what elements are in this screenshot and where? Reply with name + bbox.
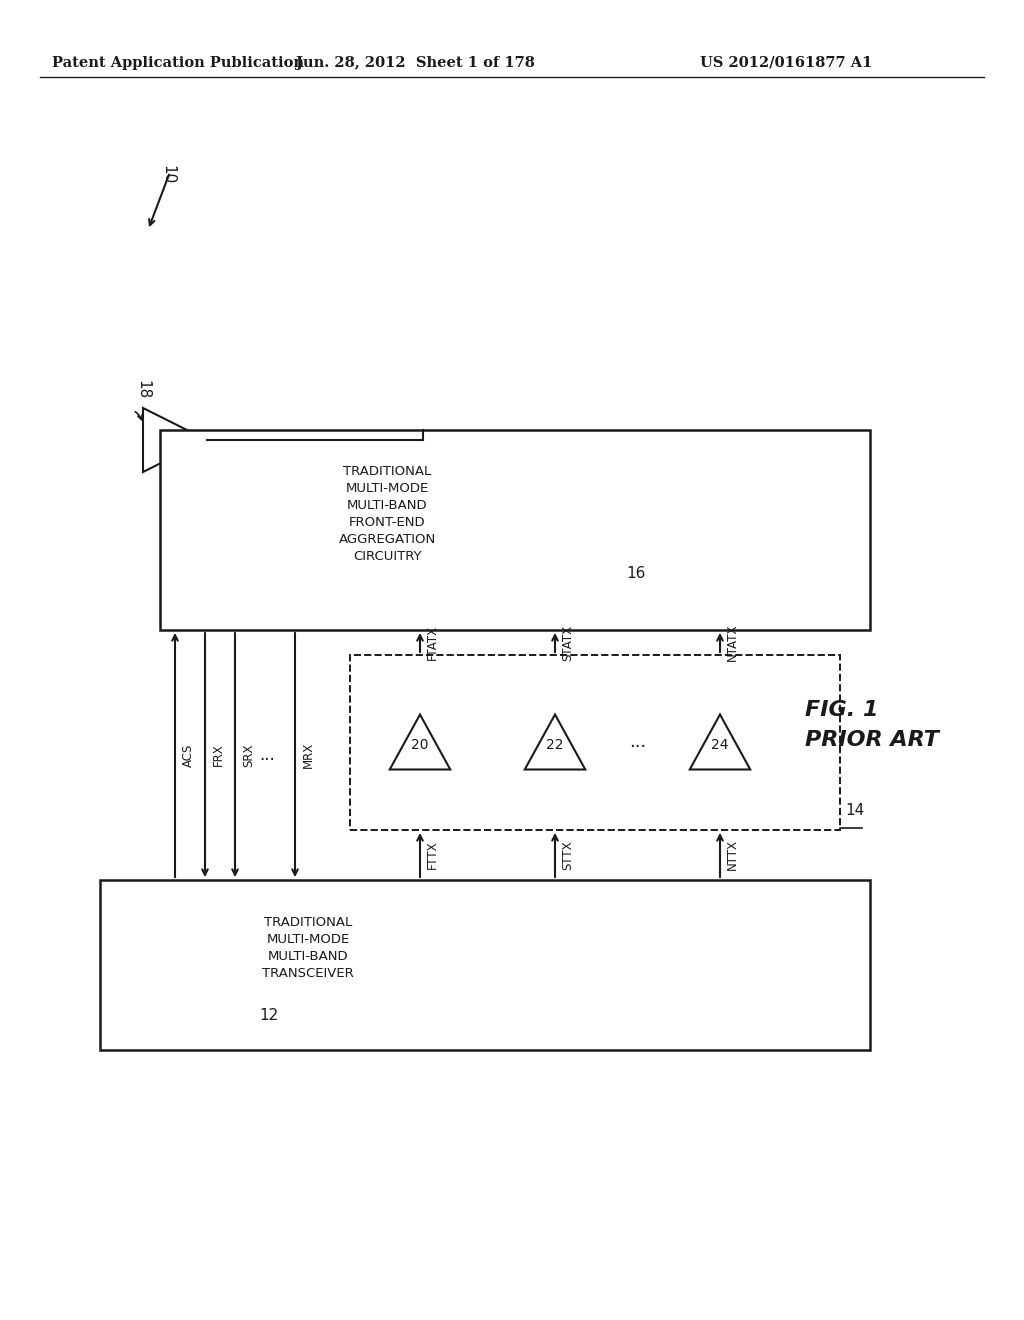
Text: 20: 20 <box>412 738 429 752</box>
Text: FTATX: FTATX <box>426 624 439 660</box>
Text: TRADITIONAL
MULTI-MODE
MULTI-BAND
TRANSCEIVER: TRADITIONAL MULTI-MODE MULTI-BAND TRANSC… <box>262 916 353 979</box>
Bar <box>100 880 870 1049</box>
Polygon shape <box>524 714 586 770</box>
Text: 22: 22 <box>546 738 564 752</box>
Bar <box>350 655 840 830</box>
Text: MRX: MRX <box>302 742 315 768</box>
Text: 16: 16 <box>626 566 645 582</box>
Text: 12: 12 <box>260 1008 279 1023</box>
Text: ...: ... <box>629 733 646 751</box>
Text: ACS: ACS <box>182 743 195 767</box>
Text: PRIOR ART: PRIOR ART <box>805 730 939 750</box>
Text: FTTX: FTTX <box>426 841 439 870</box>
Text: FIG. 1: FIG. 1 <box>805 700 879 719</box>
Text: NTATX: NTATX <box>726 624 739 661</box>
Bar <box>160 430 870 630</box>
Text: 10: 10 <box>160 165 175 185</box>
Text: 18: 18 <box>135 380 150 400</box>
Polygon shape <box>143 408 207 473</box>
Text: 24: 24 <box>712 738 729 752</box>
Text: SRX: SRX <box>242 743 255 767</box>
Text: NTTX: NTTX <box>726 840 739 870</box>
Text: STATX: STATX <box>561 624 574 660</box>
Text: Patent Application Publication: Patent Application Publication <box>52 55 304 70</box>
Polygon shape <box>390 714 451 770</box>
Text: Jun. 28, 2012  Sheet 1 of 178: Jun. 28, 2012 Sheet 1 of 178 <box>296 55 535 70</box>
Text: 14: 14 <box>845 803 864 818</box>
Polygon shape <box>690 714 751 770</box>
Text: TRADITIONAL
MULTI-MODE
MULTI-BAND
FRONT-END
AGGREGATION
CIRCUITRY: TRADITIONAL MULTI-MODE MULTI-BAND FRONT-… <box>339 465 436 564</box>
Text: FRX: FRX <box>212 743 225 767</box>
Text: US 2012/0161877 A1: US 2012/0161877 A1 <box>700 55 872 70</box>
Text: ...: ... <box>259 746 274 764</box>
Text: STTX: STTX <box>561 841 574 870</box>
